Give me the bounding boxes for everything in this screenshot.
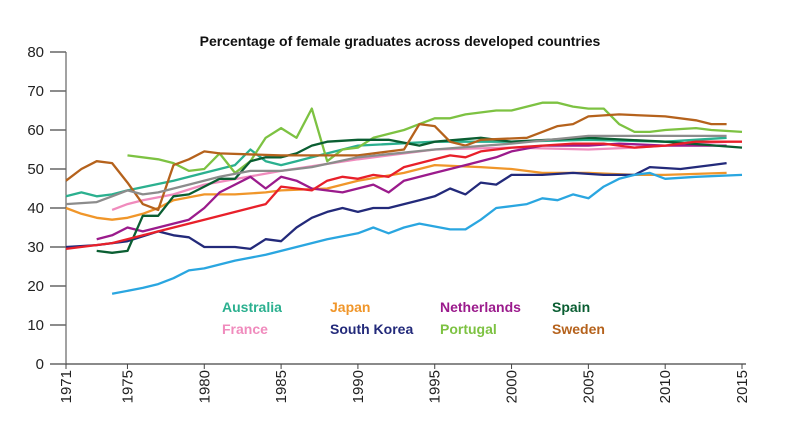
legend-entry-sweden: Sweden	[552, 321, 605, 337]
series-line-netherlands	[96, 142, 727, 241]
series-line-spain	[96, 136, 743, 254]
x-tick-label: 2000	[504, 370, 521, 403]
series-line-australia	[65, 136, 727, 198]
x-tick-label: 1971	[58, 370, 75, 403]
series-line-unlabeled-8	[65, 140, 742, 251]
y-tick-label: 80	[27, 44, 44, 61]
y-tick-label: 50	[27, 161, 44, 178]
y-tick-label: 0	[36, 356, 44, 373]
chart-title: Percentage of female graduates across de…	[200, 33, 601, 49]
legend-entry-netherlands: Netherlands	[440, 299, 521, 315]
x-tick-label: 2010	[657, 370, 674, 403]
x-tick-label: 1990	[350, 370, 367, 403]
x-tick-label: 1980	[196, 370, 213, 403]
series-line-south-korea	[65, 161, 727, 251]
series-line-sweden	[65, 113, 727, 212]
legend-entry-japan: Japan	[330, 299, 370, 315]
x-tick-label: 1975	[119, 370, 136, 403]
x-tick-label: 2015	[734, 370, 751, 403]
y-tick-label: 10	[27, 317, 44, 334]
y-tick-label: 20	[27, 278, 44, 295]
y-tick-label: 30	[27, 239, 44, 256]
y-tick-label: 70	[27, 83, 44, 100]
legend-entry-south-korea: South Korea	[330, 321, 413, 337]
x-tick-label: 1985	[273, 370, 290, 403]
legend-entry-france: France	[222, 321, 268, 337]
series-line-portugal	[127, 101, 743, 175]
y-tick-label: 60	[27, 122, 44, 139]
x-tick-label: 2005	[580, 370, 597, 403]
legend-entry-spain: Spain	[552, 299, 590, 315]
x-tick-label: 1995	[427, 370, 444, 403]
series-line-unlabeled-9	[111, 171, 743, 295]
series-line-unlabeled-10	[65, 134, 727, 206]
legend-entry-australia: Australia	[222, 299, 282, 315]
y-tick-label: 40	[27, 200, 44, 217]
legend-entry-portugal: Portugal	[440, 321, 497, 337]
